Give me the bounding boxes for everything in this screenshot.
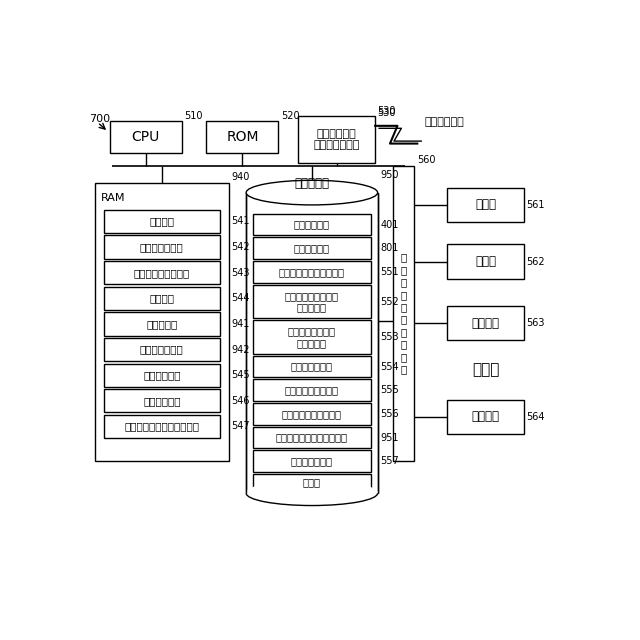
Bar	[95, 183, 229, 461]
Text: 制御プログラム: 制御プログラム	[291, 456, 333, 466]
Text: 545: 545	[231, 370, 250, 380]
Bar	[104, 415, 220, 438]
Text: 評価テーブル: 評価テーブル	[294, 220, 330, 230]
Text: 554: 554	[380, 362, 399, 372]
Bar	[246, 193, 378, 493]
Text: 評価テーブル: 評価テーブル	[294, 243, 330, 253]
Text: ・・・: ・・・	[303, 477, 321, 488]
Text: 556: 556	[380, 409, 399, 419]
Ellipse shape	[246, 481, 378, 506]
Bar	[447, 188, 524, 222]
Text: 560: 560	[417, 155, 435, 165]
Text: ・・・: ・・・	[472, 362, 499, 378]
Text: RAM: RAM	[101, 193, 125, 203]
Bar	[253, 356, 371, 378]
Bar	[104, 389, 220, 412]
Bar	[207, 121, 278, 153]
Text: 速度変化量算出モジュール: 速度変化量算出モジュール	[276, 433, 348, 442]
Text: 入出力データ: 入出力データ	[143, 370, 180, 380]
Bar	[110, 121, 182, 153]
Text: 564: 564	[527, 412, 545, 422]
Text: 記憶媒体: 記憶媒体	[472, 410, 499, 423]
Bar	[253, 403, 371, 425]
Bar	[253, 474, 371, 492]
Text: 551: 551	[380, 267, 399, 277]
Bar	[253, 285, 371, 318]
Text: 530: 530	[378, 108, 396, 118]
Text: 553: 553	[380, 332, 399, 342]
Text: 700: 700	[89, 114, 110, 124]
Text: 801: 801	[380, 243, 399, 253]
Text: 510: 510	[184, 111, 203, 121]
Bar	[104, 364, 220, 387]
Text: スピーカ: スピーカ	[472, 317, 499, 330]
Text: 閾値決定モジュール: 閾値決定モジュール	[285, 385, 339, 396]
Text: 報知モジュール: 報知モジュール	[291, 362, 333, 372]
Text: 951: 951	[380, 433, 399, 442]
Text: 入
出
力
イ
ン
タ
フ
ェ
ー
ス: 入 出 力 イ ン タ フ ェ ー ス	[401, 253, 407, 374]
Text: 544: 544	[231, 293, 250, 303]
Bar	[253, 380, 371, 401]
Text: 542: 542	[231, 242, 250, 252]
Text: 表示部: 表示部	[475, 198, 496, 211]
Text: 557: 557	[380, 456, 399, 466]
Text: 541: 541	[231, 216, 250, 227]
Text: 941: 941	[231, 319, 250, 329]
Text: 速度変化量: 速度変化量	[146, 319, 177, 329]
Text: 562: 562	[527, 257, 545, 267]
Text: 速度変化量閾値: 速度変化量閾値	[140, 344, 184, 355]
Bar	[104, 210, 220, 233]
Text: 547: 547	[231, 422, 250, 431]
Text: 530: 530	[378, 106, 396, 116]
Text: アクセル変化量: アクセル変化量	[140, 242, 184, 252]
Ellipse shape	[246, 180, 378, 205]
Bar	[253, 451, 371, 472]
Text: 送受信データ: 送受信データ	[143, 396, 180, 406]
Bar	[104, 312, 220, 335]
Bar	[447, 399, 524, 434]
Text: 561: 561	[527, 200, 545, 210]
Text: 車両情報: 車両情報	[149, 216, 174, 227]
Bar	[447, 306, 524, 340]
Text: 520: 520	[281, 111, 300, 121]
Bar	[447, 244, 524, 279]
Text: 552: 552	[380, 296, 399, 307]
Bar	[104, 338, 220, 361]
Text: ROM: ROM	[226, 130, 259, 144]
Text: ネットワーク
インタフェース: ネットワーク インタフェース	[314, 129, 360, 150]
Text: 950: 950	[380, 170, 399, 180]
Bar	[104, 261, 220, 284]
Text: 546: 546	[231, 396, 250, 406]
Bar	[104, 236, 220, 259]
Text: 車両情報取得モジュール: 車両情報取得モジュール	[279, 267, 345, 277]
Text: ストレージ: ストレージ	[294, 177, 330, 191]
Text: CPU: CPU	[132, 130, 160, 144]
Bar	[253, 237, 371, 259]
Text: 操作部: 操作部	[475, 255, 496, 268]
Text: 発進時判定モジュール: 発進時判定モジュール	[282, 409, 342, 419]
Text: 942: 942	[231, 344, 250, 355]
Bar	[253, 320, 371, 354]
Text: 543: 543	[231, 268, 250, 278]
Text: 940: 940	[231, 172, 250, 182]
Bar	[253, 427, 371, 449]
Text: アプリケーション実行領域: アプリケーション実行領域	[124, 422, 199, 431]
Bar	[298, 116, 375, 163]
Text: 555: 555	[380, 385, 399, 396]
Bar	[104, 287, 220, 310]
Text: アクセル変化量算出
モジュール: アクセル変化量算出 モジュール	[285, 291, 339, 312]
Text: アクセル操作評価
モジュール: アクセル操作評価 モジュール	[288, 326, 336, 348]
Bar	[253, 261, 371, 283]
Text: 評価結果: 評価結果	[149, 293, 174, 303]
Bar	[394, 166, 414, 461]
Text: 401: 401	[380, 220, 399, 230]
Text: 563: 563	[527, 318, 545, 328]
Text: ネットワーク: ネットワーク	[425, 117, 465, 127]
Text: アクセル変化量閾値: アクセル変化量閾値	[134, 268, 190, 278]
Bar	[253, 214, 371, 236]
